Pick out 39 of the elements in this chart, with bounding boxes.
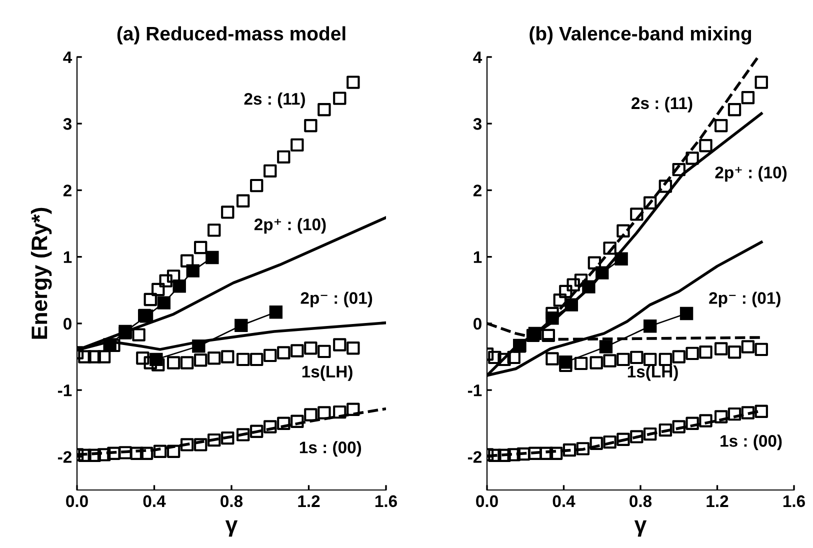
y-tick-label: -2: [468, 451, 482, 463]
x-tick-label: 1.2: [706, 495, 728, 507]
y-tick-label: 2: [473, 184, 482, 196]
y-tick-label: 4: [473, 52, 482, 64]
x-tick-label: 1.6: [783, 495, 805, 508]
y-tick-label: -1: [468, 384, 482, 396]
chart-title: (b) Valence-band mixing: [530, 26, 752, 44]
annotation: 1s(LH): [628, 365, 678, 381]
annotation: 1s(LH): [302, 365, 352, 381]
annotation: 2p⁻ : (01): [300, 292, 372, 308]
x-tick-label: 0.4: [143, 495, 166, 508]
x-tick-label: 0.4: [552, 495, 576, 508]
annotation: 2s : (11): [244, 92, 305, 108]
y-tick-label: 4: [63, 52, 72, 64]
y-tick-label: 0: [64, 318, 72, 330]
x-tick-label: 1.2: [298, 495, 320, 507]
x-tick-label: 0.8: [630, 495, 652, 508]
x-tick-label: 0.8: [220, 495, 243, 508]
y-tick-label: -1: [58, 384, 72, 396]
x-tick-label: 1.6: [375, 495, 397, 508]
chart-title: (a) Reduced-mass model: [117, 26, 346, 44]
annotation: 1s : (00): [300, 441, 362, 457]
y-tick-label: 3: [63, 118, 72, 130]
x-axis-title: γ: [225, 520, 238, 537]
annotation: 2p⁺ : (10): [715, 166, 787, 182]
annotation: 2p⁺ : (10): [254, 218, 326, 234]
y-tick-label: -2: [58, 451, 72, 463]
x-tick-label: 0.0: [66, 495, 88, 508]
y-tick-label: 2: [63, 184, 72, 196]
y-axis-title: Energy (Ry*): [30, 208, 52, 339]
annotation: 1s : (00): [720, 434, 782, 450]
annotation: 2p⁻ : (01): [709, 292, 780, 308]
y-tick-label: 1: [474, 251, 482, 263]
annotation: 2s : (11): [632, 96, 692, 112]
y-tick-label: 3: [473, 118, 482, 130]
y-tick-label: 0: [474, 318, 482, 330]
x-tick-label: 0.0: [476, 495, 498, 508]
y-tick-label: 1: [64, 251, 72, 263]
x-axis-title: γ: [634, 520, 647, 537]
